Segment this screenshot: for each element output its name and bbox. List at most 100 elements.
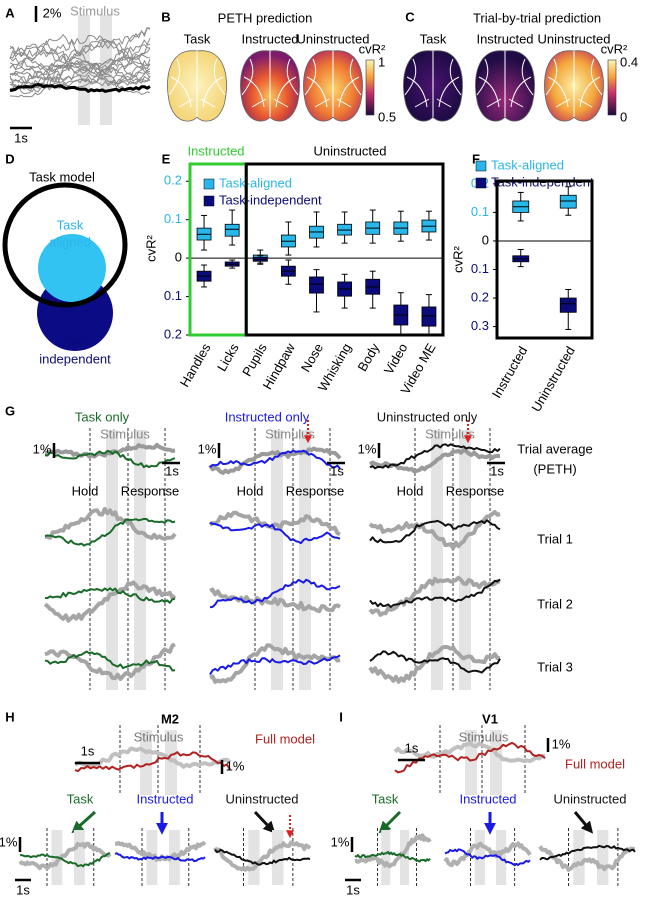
group-label: Uninstructed (314, 143, 387, 158)
label: 1% (358, 441, 377, 456)
y-tick-label: 0 (482, 232, 489, 247)
trace (209, 578, 341, 609)
trace (44, 506, 177, 541)
area-title: M2 (161, 711, 179, 726)
label: Uninstructed (297, 31, 370, 46)
panel-label: H (5, 709, 14, 724)
label: Stimulus (70, 3, 120, 18)
x-tick-label: Body (354, 340, 382, 374)
trace (368, 575, 501, 617)
x-tick-label: Nose (298, 341, 326, 375)
trace (208, 510, 341, 537)
label: independent (39, 351, 111, 366)
x-tick-label: Handles (177, 340, 214, 389)
trace (9, 35, 151, 78)
legend-label: Task-aligned (491, 157, 564, 172)
label: 1s (16, 882, 30, 897)
stimulus-band (106, 430, 118, 690)
area-outline (168, 51, 226, 117)
trace (369, 519, 501, 544)
trace (114, 840, 207, 862)
legend-label: Task-independent (219, 192, 322, 207)
group-frame (244, 162, 445, 337)
box (559, 297, 577, 313)
label: 1s (405, 740, 419, 755)
column-title: Uninstructed only (377, 409, 478, 424)
label: Full model (255, 731, 315, 746)
row-label: Trial 1 (537, 531, 573, 546)
trace (444, 848, 531, 867)
label: 1s (165, 463, 179, 478)
label: Stimulus (100, 426, 150, 441)
label: Hold (397, 483, 424, 498)
axes-frame (495, 179, 594, 340)
stimulus-band (381, 830, 391, 885)
area-outline (304, 51, 362, 117)
trace (369, 578, 501, 608)
label: Stimulus (134, 729, 184, 744)
stimulus-band (248, 830, 260, 885)
area-title: V1 (482, 711, 498, 726)
trace (208, 446, 342, 475)
label: Stimulus (425, 426, 475, 441)
trace (114, 852, 206, 863)
label: cvR² (601, 41, 628, 56)
area-outline (476, 51, 534, 117)
label: Hold (237, 483, 264, 498)
legend-swatch (203, 178, 215, 190)
stimulus-band (140, 730, 152, 795)
arrow (253, 810, 276, 834)
column-title: Instructed only (225, 409, 310, 424)
trace (394, 741, 546, 774)
trace (354, 850, 431, 863)
arrow (378, 810, 402, 834)
label: Task model (29, 169, 95, 184)
label: 2% (43, 5, 62, 20)
stimulus-band (573, 830, 585, 885)
panel-title: Trial-by-trial prediction (473, 10, 601, 25)
label: Task (62, 334, 89, 349)
label: Task (420, 31, 447, 46)
label: Stimulus (459, 729, 509, 744)
stimulus-band (134, 430, 146, 690)
label: Response (446, 483, 505, 498)
panel-label: G (5, 403, 15, 418)
trace (368, 510, 501, 551)
trace (209, 449, 341, 470)
trace (44, 642, 176, 681)
mean-trace (9, 83, 151, 93)
panel-label: F (472, 151, 480, 166)
x-tick-label: Licks (214, 340, 242, 374)
y-tick-label: 0.2 (164, 173, 182, 188)
trace (43, 580, 177, 623)
label: 1% (226, 758, 245, 773)
trace (19, 852, 111, 868)
legend-swatch (203, 195, 215, 207)
y-tick-label: 0.2 (471, 289, 489, 304)
label: 1s (81, 743, 95, 758)
y-tick-label: 0.1 (471, 204, 489, 219)
trace (9, 46, 151, 83)
legend-swatch (475, 177, 487, 189)
y-tick-label: 0 (175, 250, 182, 265)
stimulus-band (271, 430, 283, 690)
trace (9, 27, 151, 84)
trace (9, 37, 151, 95)
trace (9, 40, 151, 83)
box (224, 223, 240, 237)
arrow (71, 810, 97, 834)
trace (538, 845, 636, 872)
panel-label: B (161, 9, 170, 24)
trace (73, 746, 232, 769)
label: Uninstructed (538, 31, 611, 46)
trace (44, 650, 176, 672)
panel-label: E (162, 151, 171, 166)
x-tick-label: Video (381, 341, 410, 377)
trace (368, 644, 501, 684)
aligned-set (38, 234, 106, 302)
row-label: Trial average (517, 441, 592, 456)
label: 1s (490, 463, 504, 478)
y-tick-label: 0.1 (164, 288, 182, 303)
stimulus-band (490, 730, 502, 795)
